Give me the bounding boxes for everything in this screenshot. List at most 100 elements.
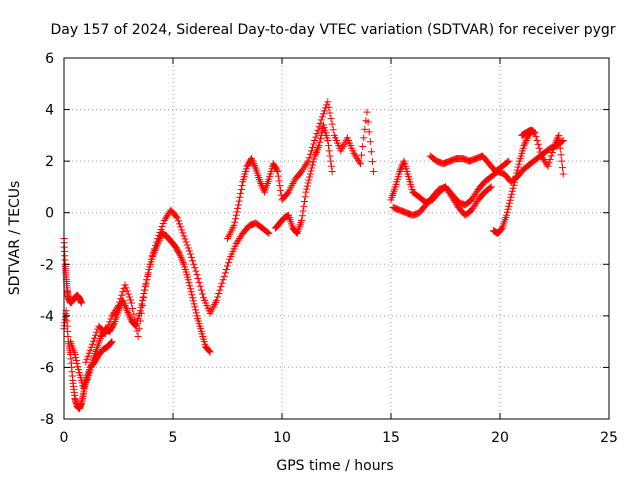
data-point: [497, 226, 505, 234]
data-point: [86, 346, 94, 354]
data-point: [215, 290, 223, 298]
data-point: [190, 300, 198, 308]
data-point: [178, 226, 186, 234]
data-point: [364, 118, 372, 126]
data-point: [149, 248, 157, 256]
data-point: [497, 225, 505, 233]
data-point: [325, 147, 333, 155]
data-point: [179, 229, 187, 237]
data-point: [512, 172, 520, 180]
data-point: [553, 137, 561, 145]
data-point: [71, 351, 79, 359]
data-point: [187, 288, 195, 296]
data-point: [232, 211, 240, 219]
data-point: [313, 147, 321, 155]
data-point: [153, 238, 161, 246]
data-point: [156, 228, 164, 236]
data-point: [311, 137, 319, 145]
data-point: [192, 309, 200, 317]
data-point: [521, 140, 529, 148]
data-point: [367, 148, 375, 156]
data-point: [315, 142, 323, 150]
data-point: [117, 295, 125, 303]
data-point: [220, 272, 228, 280]
data-point: [487, 183, 495, 191]
data-point: [137, 303, 145, 311]
data-point: [549, 145, 557, 153]
data-point: [174, 217, 182, 225]
data-point: [514, 163, 522, 171]
data-point: [520, 142, 528, 150]
data-point: [505, 157, 513, 165]
y-tick-label: 6: [45, 51, 54, 67]
data-point: [265, 229, 273, 237]
data-point: [247, 155, 255, 163]
data-point: [91, 334, 99, 342]
data-point: [558, 157, 566, 165]
data-point: [277, 186, 285, 194]
data-point: [536, 148, 544, 156]
data-point: [366, 138, 374, 146]
data-point: [318, 113, 326, 121]
chart-title: Day 157 of 2024, Sidereal Day-to-day VTE…: [50, 22, 615, 38]
data-point: [312, 149, 320, 157]
data-point: [196, 282, 204, 290]
data-point: [230, 222, 238, 230]
data-point: [235, 197, 243, 205]
y-tick-label: -2: [40, 257, 54, 273]
data-point: [356, 160, 364, 168]
data-point: [194, 274, 202, 282]
data-point: [327, 162, 335, 170]
data-point: [115, 302, 122, 310]
data-point: [396, 167, 404, 175]
data-point: [122, 284, 130, 292]
data-point: [189, 257, 197, 265]
data-point: [558, 164, 566, 172]
data-point: [251, 163, 259, 171]
data-point: [324, 98, 332, 106]
data-point: [317, 135, 325, 143]
data-point: [248, 156, 256, 164]
data-point: [72, 357, 80, 365]
data-point: [192, 306, 200, 314]
y-tick-label: -4: [40, 309, 54, 325]
data-point: [274, 167, 282, 175]
data-point: [533, 137, 541, 145]
data-point: [144, 271, 152, 279]
series-track-e: [224, 98, 378, 242]
data-point: [140, 294, 148, 302]
data-point: [310, 140, 318, 148]
y-tick-label: -8: [40, 412, 54, 428]
data-point: [321, 107, 329, 115]
data-point: [176, 220, 184, 228]
series-track-b: [60, 235, 85, 307]
data-point: [545, 159, 553, 167]
data-point: [504, 158, 512, 166]
data-point: [82, 379, 90, 387]
data-point: [108, 338, 116, 346]
data-point: [192, 267, 200, 275]
data-point: [317, 116, 325, 124]
data-point: [148, 252, 156, 260]
x-tick-label: 20: [491, 430, 509, 446]
data-point: [119, 288, 127, 296]
data-point: [311, 152, 319, 160]
data-point: [177, 253, 185, 261]
data-point: [509, 184, 517, 192]
data-point: [328, 167, 336, 175]
data-point: [213, 296, 221, 304]
data-point: [188, 291, 196, 299]
data-point: [554, 133, 562, 141]
data-point: [83, 377, 91, 385]
y-tick-label: -6: [40, 360, 54, 376]
data-point: [308, 164, 316, 172]
data-point: [236, 193, 244, 201]
data-point: [173, 214, 181, 222]
data-point: [180, 232, 188, 240]
data-point: [298, 212, 306, 220]
data-point: [551, 142, 558, 150]
data-point: [224, 262, 231, 270]
data-point: [146, 260, 154, 268]
data-point: [559, 170, 567, 178]
